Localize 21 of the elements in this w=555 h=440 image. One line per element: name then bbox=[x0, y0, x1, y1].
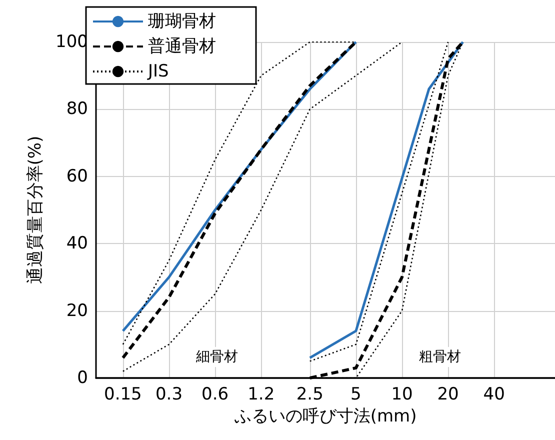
y-tick-label: 40 bbox=[66, 234, 88, 254]
x-axis-title: ふるいの呼び寸法(mm) bbox=[233, 406, 417, 426]
y-axis-title: 通過質量百分率(%) bbox=[26, 136, 46, 284]
y-tick-label: 60 bbox=[66, 166, 88, 186]
x-tick-label: 2.5 bbox=[296, 384, 324, 404]
x-tick-label: 0.3 bbox=[155, 384, 183, 404]
y-tick-label: 80 bbox=[66, 99, 88, 120]
y-tick-label: 0 bbox=[77, 368, 88, 388]
x-tick-label: 10 bbox=[391, 384, 413, 404]
x-tick-label: 20 bbox=[437, 384, 459, 404]
x-tick-label: 0.6 bbox=[202, 384, 229, 404]
annotation: 粗骨材 bbox=[419, 349, 461, 365]
x-tick-label: 5 bbox=[350, 384, 362, 404]
x-tick-label: 1.2 bbox=[248, 384, 275, 404]
legend-label: 普通骨材 bbox=[148, 36, 216, 56]
y-tick-label: 20 bbox=[66, 300, 88, 321]
legend-label: 珊瑚骨材 bbox=[148, 12, 216, 32]
x-tick-label: 40 bbox=[483, 384, 505, 404]
x-tick-label: 0.15 bbox=[104, 384, 142, 404]
legend-label: JIS bbox=[147, 62, 169, 82]
annotation: 細骨材 bbox=[195, 349, 238, 365]
